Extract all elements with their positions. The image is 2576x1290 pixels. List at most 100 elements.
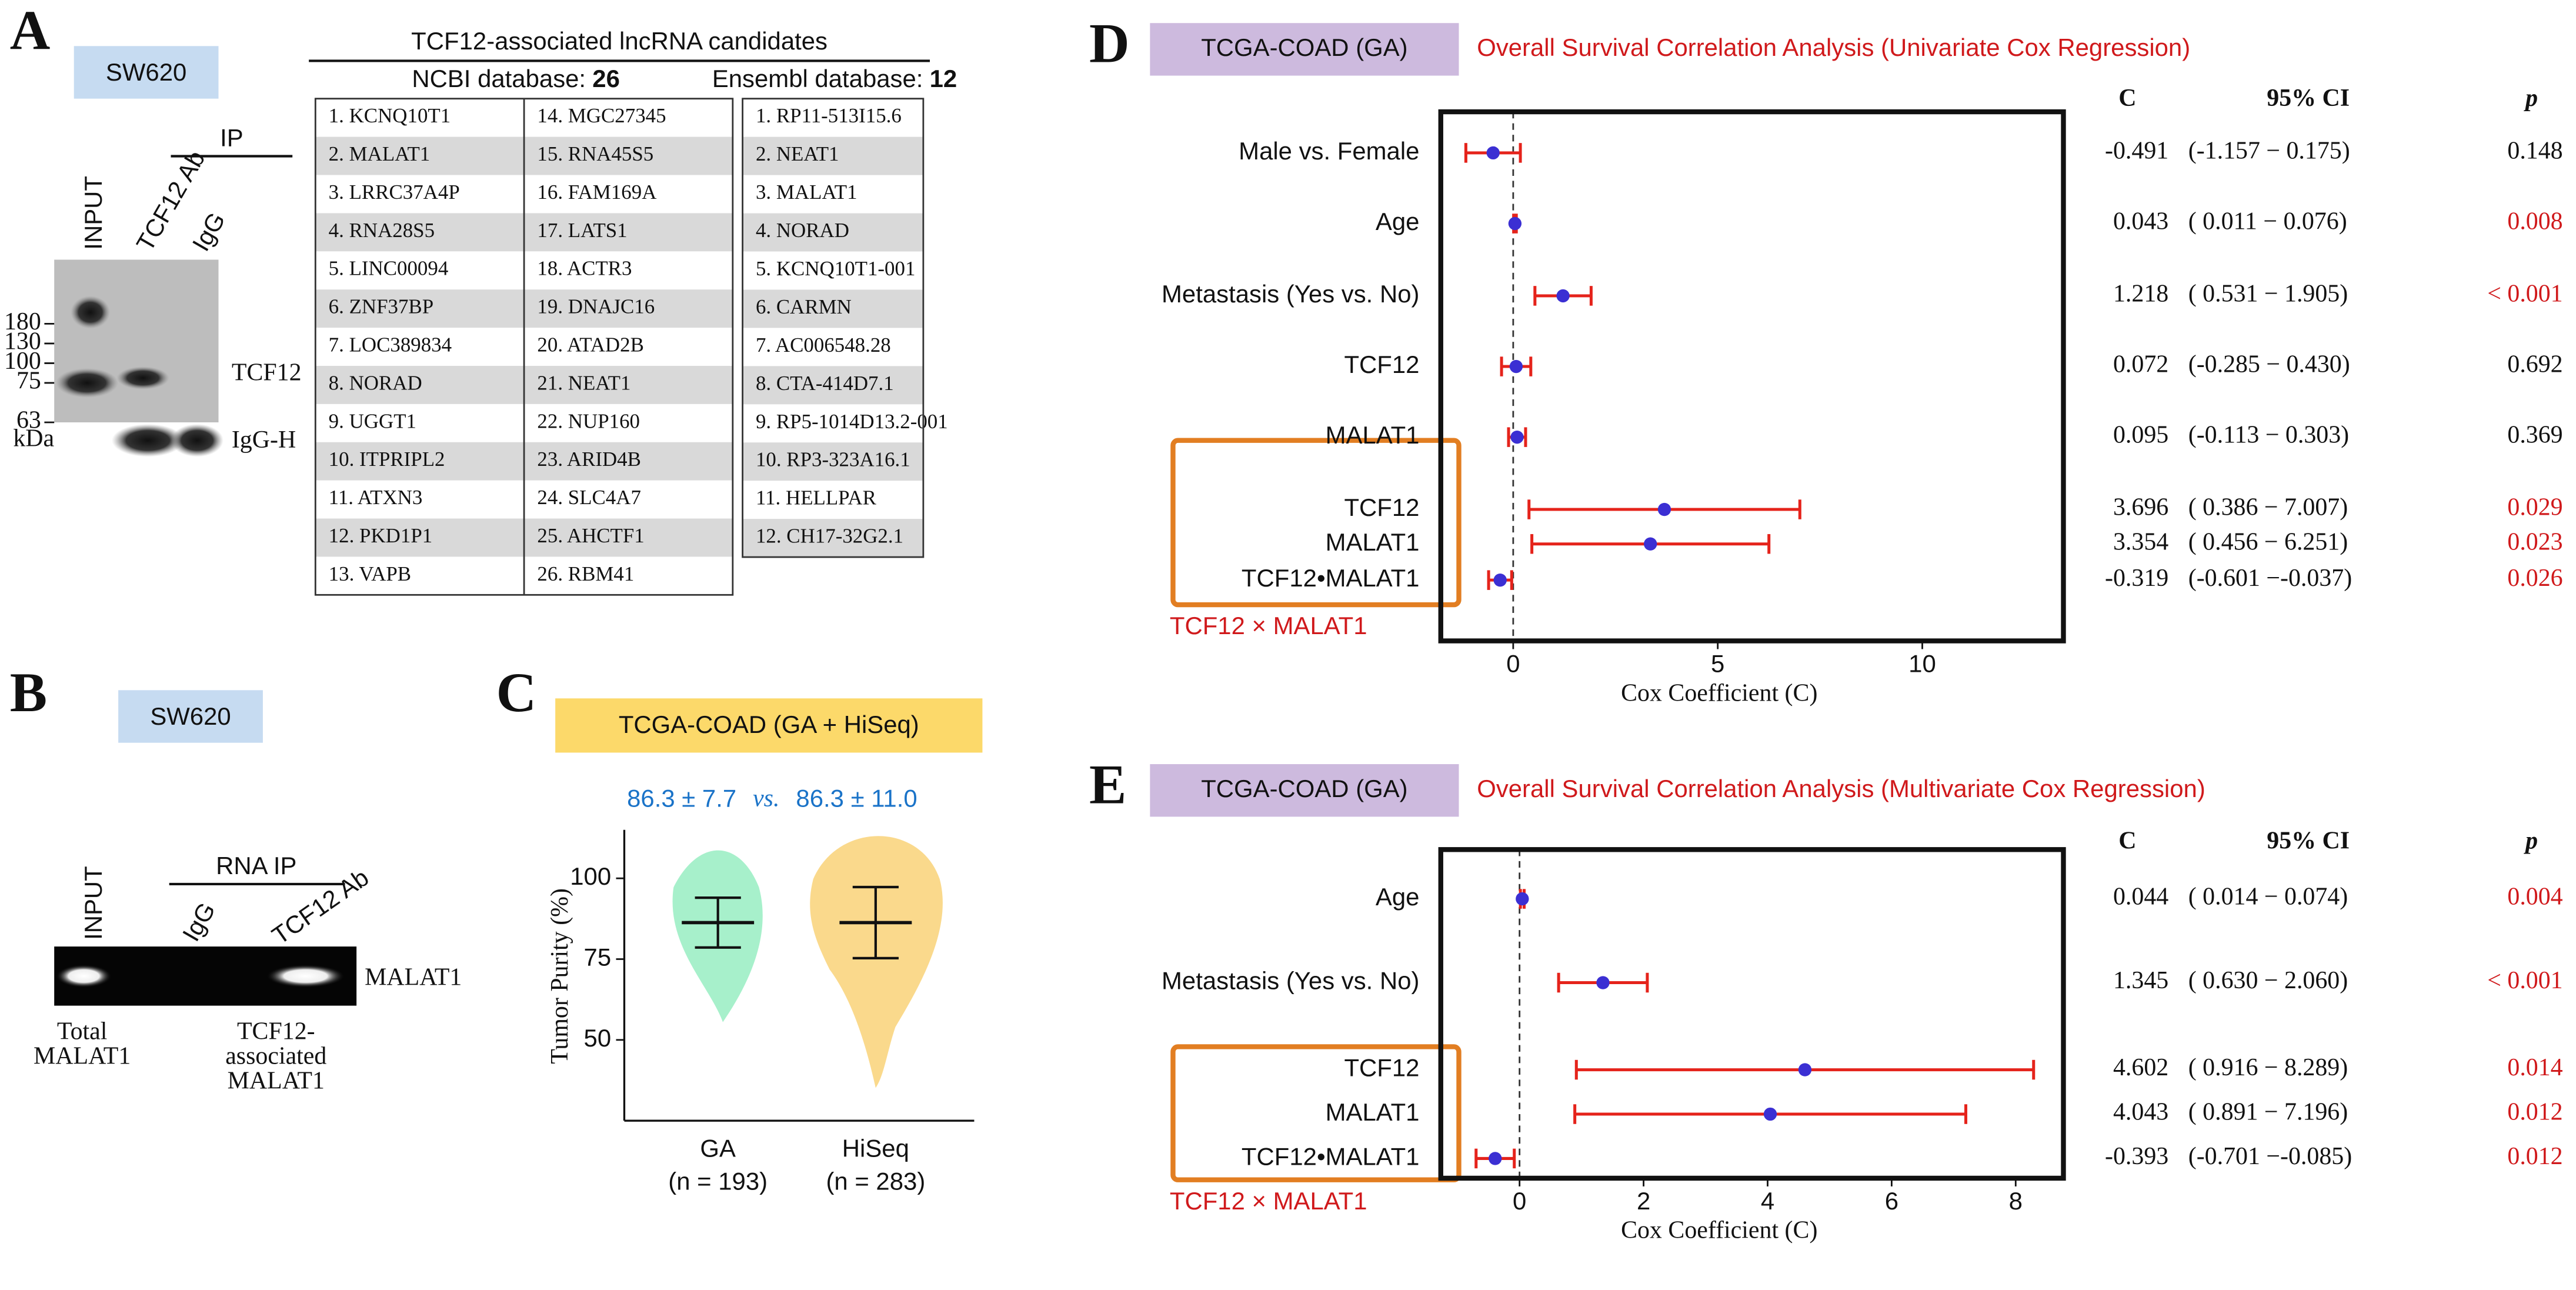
table-row-shade [742,442,923,481]
title: Overall Survival Correlation Analysis (U… [1477,34,2190,61]
coef-value: 4.043 [2113,1099,2168,1126]
coef-value: 1.345 [2113,967,2168,994]
ensembl-label: Ensembl database: [712,65,923,92]
coef-value: 0.095 [2113,422,2168,449]
title: Overall Survival Correlation Analysis (M… [1477,775,2205,802]
coef-value: -0.319 [2105,565,2168,592]
blot-band [171,424,223,457]
col-header: p [2524,828,2538,855]
p-value: 0.014 [2507,1054,2562,1081]
row-label: TCF12 [1344,1054,1419,1082]
row-label: Metastasis (Yes vs. No) [1162,280,1419,308]
cohort-box [555,698,983,753]
table-cell: 4. NORAD [756,219,849,242]
col-header: p [2524,85,2538,112]
marker-label: 75 [16,368,41,395]
table-row-shade [742,136,923,175]
table-cell: 4. RNA28S5 [329,219,435,242]
blot-band [111,424,184,457]
coef-point [1493,573,1507,587]
coef-value: 1.218 [2113,281,2168,308]
group-n: (n = 193) [668,1167,768,1195]
coef-point [1509,359,1523,374]
table-cell: 11. ATXN3 [329,486,423,509]
coef-value: 3.696 [2113,494,2168,521]
y-tick-label: 50 [584,1024,612,1052]
cohort: TCGA-COAD (GA) [1201,775,1407,802]
table-cell: 21. NEAT1 [537,371,630,394]
table-cell: 14. MGC27345 [537,104,666,127]
coef-point [1516,892,1529,906]
interaction-label: TCF12 × MALAT1 [1170,1187,1367,1215]
cell-line-box [74,46,219,99]
interaction-box [1170,438,1461,608]
band-label: TCF12 [232,359,302,386]
p-value: 0.023 [2507,528,2562,555]
panel-label: D [1089,12,1130,75]
table-cell: 2. MALAT1 [329,142,431,165]
x-axis-label: Cox Coefficient (C) [1621,1217,1817,1244]
group-label: HiSeq [842,1135,909,1162]
p-value: 0.029 [2507,494,2562,521]
caption: associated [225,1043,326,1070]
western-blot [54,259,219,422]
table-row-shade [742,366,923,405]
coef-point [1763,1107,1777,1121]
p-value: 0.012 [2507,1143,2562,1170]
coef-point [1556,289,1570,303]
dot-cloud [810,836,943,1088]
table-cell: 26. RBM41 [537,562,634,585]
table-cell: 25. AHCTF1 [537,524,644,547]
ip-label: RNA IP [216,852,296,879]
coef-point [1596,976,1610,989]
table-cell: 16. FAM169A [537,181,656,204]
ci-value: (-0.113 − 0.303) [2188,422,2349,449]
table-cell: 20. ATAD2B [537,334,643,356]
cell-line: SW620 [150,702,231,730]
coef-point [1644,537,1657,551]
p-value: 0.004 [2507,884,2562,911]
coef-value: 0.072 [2113,351,2168,378]
panel-label: E [1089,754,1126,816]
col-header: 95% CI [2267,828,2350,855]
p-value: 0.369 [2507,422,2562,449]
blot-band [71,295,111,329]
row-label: TCF12 [1344,351,1419,378]
p-value: < 0.001 [2487,967,2562,994]
row-label: MALAT1 [1326,1098,1420,1126]
interaction-label: TCF12 × MALAT1 [1170,612,1367,639]
table-row-shade [742,289,923,328]
panel-label: A [10,0,51,61]
table-cell: 22. NUP160 [537,409,640,432]
ci-value: ( 0.630 − 2.060) [2188,967,2348,994]
y-axis-label: Tumor Purity (%) [546,888,573,1064]
table-cell: 17. LATS1 [537,219,627,242]
p-value: 0.008 [2507,208,2562,235]
table-cell: 5. LINC00094 [329,257,449,280]
ci-value: (-0.601 −-0.037) [2188,565,2352,592]
x-tick-label: 6 [1885,1187,1898,1215]
x-tick-label: 0 [1513,1187,1526,1215]
stat: 86.3 ± 11.0 [796,785,917,812]
col-header: 95% CI [2267,85,2350,112]
p-value: 0.026 [2507,565,2562,592]
x-tick-label: 8 [2009,1187,2023,1215]
stats: 86.3 ± 7.7 vs. 86.3 ± 11.0 [627,785,917,812]
table-cell: 3. MALAT1 [756,181,857,204]
coef-point [1486,146,1500,160]
x-axis-label: Cox Coefficient (C) [1621,679,1817,706]
marker-label: 180 [4,308,41,335]
table-cell: 7. LOC389834 [329,334,452,356]
cell-line-box [118,690,263,743]
table-cell: 11. HELLPAR [756,486,877,509]
col-header: C [2118,828,2136,855]
coef-point [1510,430,1524,444]
cohort-box [1150,764,1459,817]
table-cell: 8. CTA-414D7.1 [756,372,894,395]
row-label: MALAT1 [1326,528,1420,556]
table-cell: 9. RP5-1014D13.2-001 [756,410,948,433]
coef-value: 0.044 [2113,884,2168,911]
x-tick-label: 10 [1908,649,1936,677]
coef-point [1798,1063,1812,1076]
coef-value: 0.043 [2113,208,2168,235]
